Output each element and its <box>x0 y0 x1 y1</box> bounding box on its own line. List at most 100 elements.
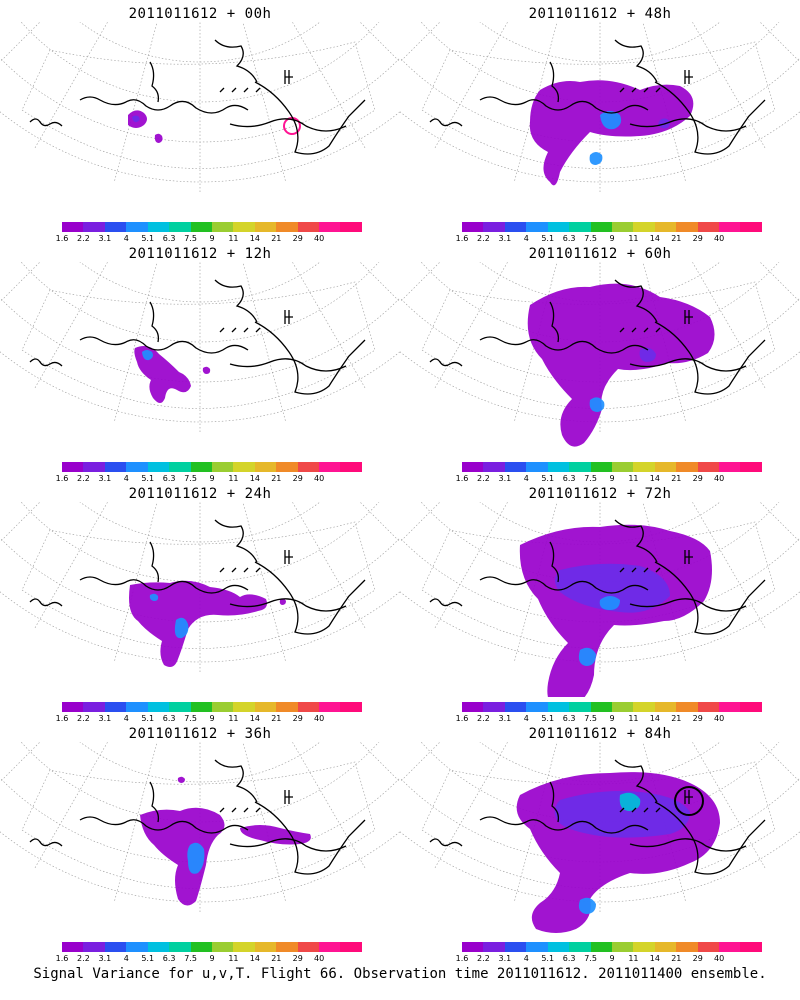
colorbar-swatch <box>569 462 591 472</box>
colorbar-tick-label: 14 <box>649 714 660 723</box>
colorbar-swatch <box>276 462 298 472</box>
meridian-line <box>0 22 41 63</box>
meridian-line <box>759 502 800 543</box>
colorbar-tick-label: 4 <box>523 714 529 723</box>
variance-region <box>578 647 596 666</box>
panel-title: 2011011612 + 24h <box>128 486 272 502</box>
map-panel: 2011011612 + 24h 1.6 2.2 3.1 4 5.1 6.3 7.5 9 11 14… <box>0 480 400 725</box>
latitude-line <box>0 351 400 423</box>
colorbar-swatch <box>319 702 341 712</box>
colorbar-swatch <box>654 462 677 472</box>
meridian-line <box>730 502 800 507</box>
colorbar-swatch <box>504 702 527 712</box>
meridian-line <box>400 262 441 303</box>
colorbar-swatch <box>319 462 341 472</box>
latitude-line <box>0 111 400 183</box>
latitude-line <box>20 502 380 583</box>
colorbar-tick-label: 2.2 <box>77 714 90 723</box>
colorbar-swatch <box>276 942 298 952</box>
colorbar-tick-label: 4 <box>523 474 529 483</box>
colorbar-tick-label: 3.1 <box>98 474 112 483</box>
colorbar-swatch <box>233 462 255 472</box>
colorbar-tick-label: 40 <box>314 234 325 243</box>
variance-region <box>589 152 603 165</box>
colorbar-swatch <box>654 942 677 952</box>
map-panel: 2011011612 + 00h 1.6 2.2 3.1 4 5.1 6.3 7.5 9 11 14… <box>0 0 400 245</box>
polar-map <box>400 502 800 697</box>
colorbar-swatch <box>740 462 762 472</box>
colorbar-tick-label: 14 <box>249 234 260 243</box>
colorbar-swatch <box>104 702 127 712</box>
coastline <box>654 561 766 635</box>
colorbar-tick-label: 6.3 <box>562 474 576 483</box>
colorbar-tick-label: 21 <box>271 474 282 483</box>
colorbar-swatch <box>611 222 634 232</box>
colorbar-swatch <box>297 462 320 472</box>
coastline <box>219 327 261 333</box>
coastline <box>429 838 463 847</box>
colorbar-swatch <box>483 702 505 712</box>
meridian-line <box>434 742 508 868</box>
colorbar-swatch <box>569 942 591 952</box>
map-boundary <box>21 761 376 889</box>
polar-map <box>0 742 400 912</box>
colorbar-tick-label: 4 <box>523 954 529 963</box>
colorbar-swatch <box>633 942 655 952</box>
colorbar-swatch <box>126 222 148 232</box>
colorbar-swatch <box>504 462 527 472</box>
colorbar-tick-label: 29 <box>692 714 703 723</box>
colorbar-tick-label: 6.3 <box>162 714 176 723</box>
meridian-line <box>434 262 508 388</box>
colorbar-tick-label: 5.1 <box>541 954 555 963</box>
colorbar-tick-label: 11 <box>228 474 239 483</box>
variance-region <box>142 350 153 361</box>
colorbar-tick-label: 11 <box>228 234 239 243</box>
colorbar-swatch <box>104 222 127 232</box>
coastline <box>614 759 658 803</box>
colorbar-tick-label: 6.3 <box>162 234 176 243</box>
colorbar-tick-label: 7.5 <box>584 714 597 723</box>
coastline <box>684 550 693 564</box>
variance-ring <box>674 786 704 816</box>
coastline <box>229 598 347 612</box>
variance-region <box>619 792 641 811</box>
coastline <box>79 816 249 834</box>
colorbar-tick-label: 4 <box>523 234 529 243</box>
meridian-line <box>692 22 766 148</box>
colorbar-tick-label: 1.6 <box>55 474 69 483</box>
colorbar-swatch <box>719 222 741 232</box>
graticule <box>0 502 400 672</box>
map-panel: 2011011612 + 36h 1.6 2.2 3.1 4 5.1 6.3 7.5 9 11 14… <box>0 720 400 965</box>
colorbar-tick-label: 9 <box>609 954 615 963</box>
coastline <box>29 358 63 367</box>
colorbar-swatch <box>633 222 655 232</box>
colorbar-tick-label: 7.5 <box>584 954 597 963</box>
colorbar-tick-label: 4 <box>123 234 129 243</box>
latitude-line <box>0 831 400 903</box>
colorbar-tick-label: 40 <box>714 234 725 243</box>
coastline <box>149 541 160 583</box>
colorbar-tick-label: 14 <box>249 954 260 963</box>
colorbar-labels: 1.6 2.2 3.1 4 5.1 6.3 7.5 9 11 14 21 29 40 <box>56 954 368 964</box>
graticule <box>400 22 800 192</box>
panel-title: 2011011612 + 36h <box>128 726 272 742</box>
coastline <box>219 567 261 573</box>
meridian-line <box>0 22 70 27</box>
colorbar-tick-label: 11 <box>628 714 639 723</box>
coastline <box>654 81 766 155</box>
colorbar-swatch <box>233 942 255 952</box>
colorbar-tick-label: 40 <box>314 714 325 723</box>
colorbar-swatch <box>62 222 84 232</box>
colorbar-swatch <box>462 942 484 952</box>
panel-title: 2011011612 + 72h <box>528 486 672 502</box>
colorbar-tick-label: 3.1 <box>498 474 512 483</box>
colorbar-swatch <box>526 222 548 232</box>
coastline <box>79 576 249 594</box>
colorbar-swatch <box>126 462 148 472</box>
colorbar-tick-label: 6.3 <box>562 954 576 963</box>
colorbar-swatch <box>276 222 298 232</box>
meridian-line <box>400 22 470 27</box>
colorbar-swatch <box>211 942 234 952</box>
colorbar-swatch <box>633 462 655 472</box>
meridian-line <box>292 742 366 868</box>
